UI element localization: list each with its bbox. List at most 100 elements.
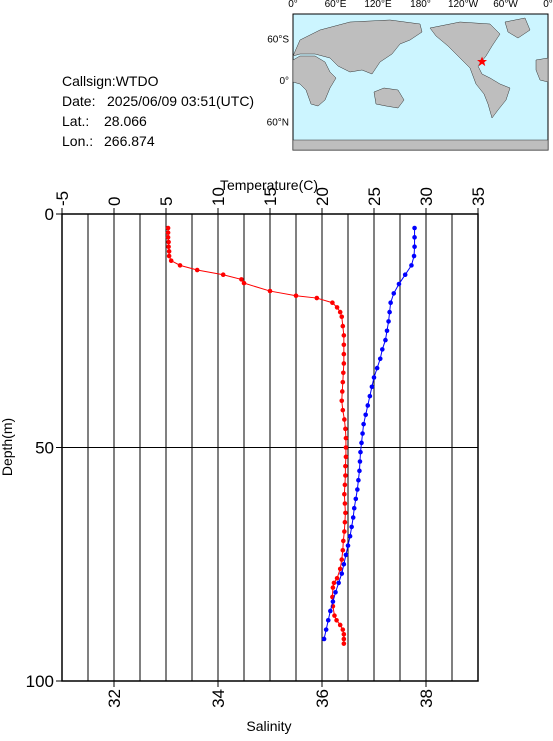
profile-point [166,249,172,254]
profile-point [330,599,336,604]
profile-point [340,407,346,413]
profile-point [412,225,417,231]
profile-point [350,515,356,520]
profile-point [341,361,347,366]
profile-point [333,589,338,595]
profile-point [342,482,348,488]
lon-label: Lon.: [62,133,93,149]
profile-point [165,225,171,231]
x2-axis-label: Temperature(C) [220,177,318,193]
callsign: Callsign:WTDO [62,73,159,89]
x2-tick-label: 25 [365,187,384,206]
profile-point [168,258,174,264]
profile-point [360,431,365,436]
profile-point [340,547,346,553]
profile-point [347,533,353,539]
profile-point [343,510,348,516]
x2-tick-label: 30 [417,187,436,206]
x2-tick-label: 15 [261,187,280,206]
profile-point [330,300,335,306]
profile-point [334,305,340,310]
station-marker [477,56,488,67]
profile-point [337,309,343,315]
profile-point [343,463,348,469]
profile-point [409,263,414,268]
map-lat-label: 60°S [267,35,289,46]
profile-point [325,617,331,623]
x-axis-label: Salinity [246,718,291,734]
profile-point [342,491,347,497]
profile-point [343,454,349,460]
profile-point [342,519,348,525]
profile-point [343,473,348,478]
profile-point [331,580,337,586]
profile-point [339,557,345,562]
profile-point [341,636,347,642]
profile-point [371,375,377,380]
profile-point [377,356,383,362]
profile-point [412,235,417,240]
profile-point [166,239,171,245]
profile-point [337,622,343,628]
profile-point [339,389,345,394]
profile-point [355,487,360,492]
map-lon-label: 0° [543,0,553,10]
profile-point [380,347,385,352]
profile-point [220,272,226,278]
y-tick-label: 100 [26,672,54,691]
profile-point [334,617,339,623]
x-tick-label: 38 [417,689,436,708]
x-tick-label: 34 [209,689,228,708]
map-lon-label: 0° [288,0,298,10]
profile-point [339,398,345,404]
lat: 28.066 [104,113,147,129]
profile-point [349,524,354,530]
profile-point [336,580,341,586]
profile-point [194,267,200,273]
x2-tick-label: 10 [209,187,228,206]
profile-point [343,426,348,432]
map-lat-label: 0° [279,76,289,87]
map-lon-label: 120°W [448,0,479,10]
profile-point [391,291,397,296]
profile-point [341,351,347,357]
map-lon-label: 60°W [493,0,518,10]
profile-point [340,627,346,632]
profile-point [177,263,183,268]
profile-point [374,365,380,371]
date: 2025/06/09 03:51(UTC) [107,93,254,109]
y-axis-label: Depth(m) [0,418,15,476]
x-tick-label: 32 [105,689,124,708]
map-land [292,17,549,151]
x-tick-label: 36 [313,689,332,708]
profile-point [321,636,327,642]
profile-point [412,244,417,249]
profile-point [342,417,347,422]
profile-point [341,641,347,646]
profile-point [369,384,375,390]
profile-point [339,314,345,320]
profile-line [167,228,347,644]
profile-point [334,575,340,581]
profile-point [396,281,402,287]
map [292,13,549,151]
profile-point [402,272,408,278]
profile-point [314,295,320,301]
profile-point [411,253,417,259]
x2-tick-label: 5 [157,197,176,206]
x2-tick-label: 20 [313,187,332,206]
profile-point [323,627,329,632]
profile-point [341,342,347,348]
map-lon-label: 60°E [325,0,347,10]
profile-point [267,288,273,294]
profile-point [293,293,299,299]
profile-point [341,333,347,338]
lon: 266.874 [104,133,155,149]
profile-point [337,566,343,572]
profile-point [328,608,333,614]
profile-point [165,235,171,240]
profile-point [239,277,244,282]
profile-point [241,280,247,286]
